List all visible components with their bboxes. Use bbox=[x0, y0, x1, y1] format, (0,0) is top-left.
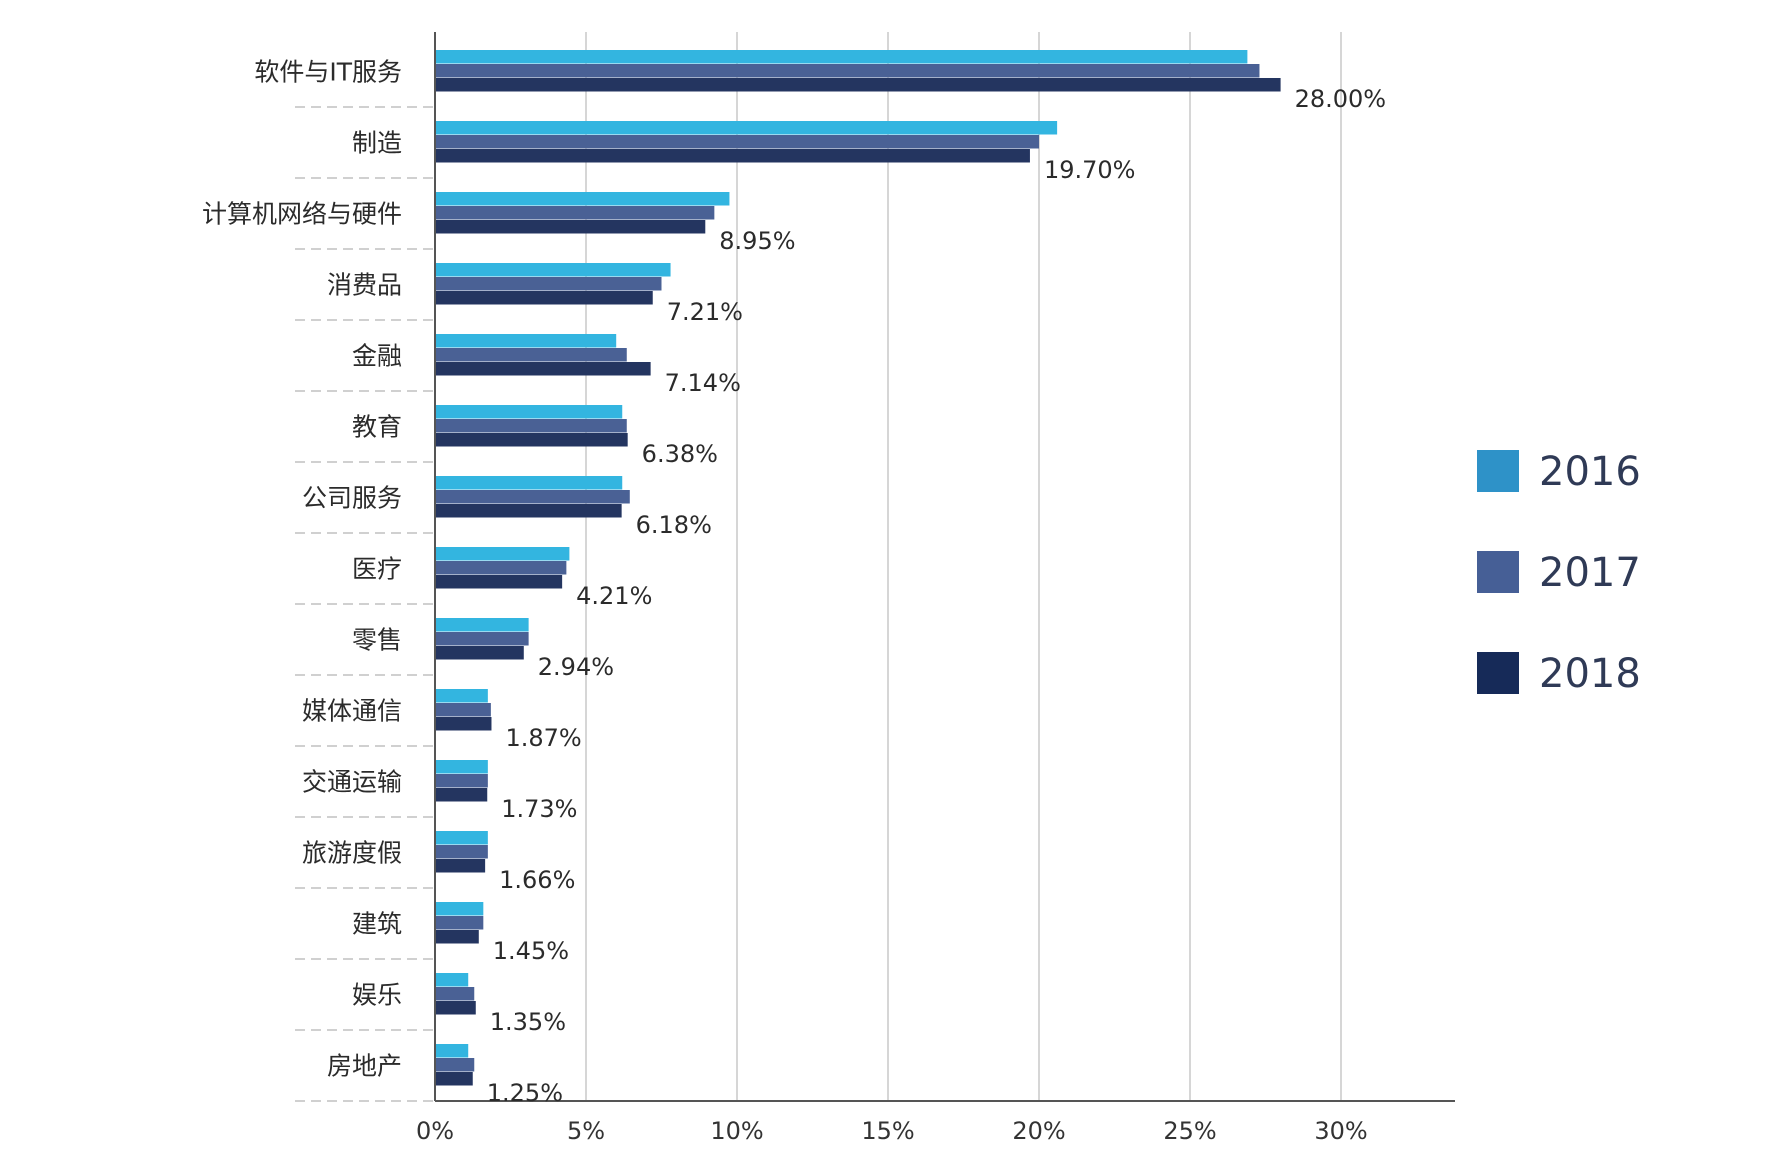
bar-2018 bbox=[435, 291, 653, 305]
bar-2016 bbox=[435, 476, 623, 490]
category-label: 零售 bbox=[352, 626, 402, 655]
data-label: 4.21% bbox=[576, 582, 652, 610]
data-label: 1.45% bbox=[493, 937, 569, 965]
x-tick-label: 30% bbox=[1314, 1117, 1367, 1145]
bar-2017 bbox=[435, 561, 567, 575]
data-label: 6.18% bbox=[636, 511, 712, 539]
bar-2016 bbox=[435, 902, 484, 916]
data-label: 1.87% bbox=[505, 724, 581, 752]
category-label: 软件与IT服务 bbox=[254, 58, 402, 87]
bar-2018 bbox=[435, 1072, 473, 1086]
bar-2017 bbox=[435, 490, 630, 504]
bar-2017 bbox=[435, 135, 1039, 149]
category-label: 娱乐 bbox=[352, 981, 402, 1010]
bar-2017 bbox=[435, 845, 488, 859]
bar-2017 bbox=[435, 277, 662, 291]
bar-2016 bbox=[435, 618, 529, 632]
data-label: 8.95% bbox=[719, 227, 795, 255]
bar-2018 bbox=[435, 717, 492, 731]
data-label: 6.38% bbox=[642, 440, 718, 468]
bar-2018 bbox=[435, 433, 628, 447]
data-label: 1.35% bbox=[490, 1008, 566, 1036]
bar-2018 bbox=[435, 788, 488, 802]
bar-2016 bbox=[435, 263, 671, 277]
data-label: 2.94% bbox=[538, 653, 614, 681]
bar-2017 bbox=[435, 206, 715, 220]
legend-swatch-2016 bbox=[1477, 450, 1519, 492]
x-tick-label: 20% bbox=[1012, 1117, 1065, 1145]
bar-2017 bbox=[435, 703, 491, 717]
bar-2016 bbox=[435, 405, 623, 419]
x-tick-label: 10% bbox=[710, 1117, 763, 1145]
bar-2016 bbox=[435, 689, 488, 703]
legend-label: 2017 bbox=[1539, 550, 1641, 596]
bar-2016 bbox=[435, 334, 617, 348]
bar-2018 bbox=[435, 575, 563, 589]
bar-2018 bbox=[435, 930, 479, 944]
category-label: 建筑 bbox=[352, 910, 402, 939]
bar-2016 bbox=[435, 121, 1058, 135]
legend: 2016 2017 2018 bbox=[1477, 449, 1641, 697]
data-label: 1.66% bbox=[499, 866, 575, 894]
data-label: 1.25% bbox=[487, 1079, 563, 1107]
x-tick-label: 25% bbox=[1163, 1117, 1216, 1145]
labels: 0% 5% 10% 15% 20% 25% 30% 软件与IT服务 28.00% 制造 19.70%… bbox=[202, 58, 1386, 1146]
bar-2017 bbox=[435, 1058, 475, 1072]
legend-label: 2018 bbox=[1539, 651, 1641, 697]
bar-2018 bbox=[435, 859, 486, 873]
category-label: 计算机网络与硬件 bbox=[202, 200, 402, 229]
bar-2017 bbox=[435, 774, 488, 788]
data-label: 19.70% bbox=[1044, 156, 1136, 184]
bars bbox=[435, 50, 1281, 1086]
data-label: 28.00% bbox=[1295, 85, 1387, 113]
data-label: 7.14% bbox=[665, 369, 741, 397]
x-tick-label: 15% bbox=[861, 1117, 914, 1145]
bar-2017 bbox=[435, 348, 627, 362]
bar-2018 bbox=[435, 362, 651, 376]
legend-swatch-2018 bbox=[1477, 652, 1519, 694]
legend-swatch-2017 bbox=[1477, 551, 1519, 593]
bar-2018 bbox=[435, 1001, 476, 1015]
bar-2017 bbox=[435, 64, 1260, 78]
bar-2016 bbox=[435, 192, 730, 206]
category-label: 房地产 bbox=[327, 1052, 402, 1081]
bar-2017 bbox=[435, 916, 484, 930]
bar-2017 bbox=[435, 987, 475, 1001]
axes bbox=[295, 32, 1455, 1102]
bar-2018 bbox=[435, 504, 622, 518]
category-label: 医疗 bbox=[352, 555, 402, 584]
category-label: 制造 bbox=[352, 129, 402, 158]
category-label: 消费品 bbox=[327, 271, 402, 300]
data-label: 1.73% bbox=[501, 795, 577, 823]
x-tick-label: 0% bbox=[416, 1117, 454, 1145]
category-label: 旅游度假 bbox=[302, 839, 402, 868]
legend-label: 2016 bbox=[1539, 449, 1641, 495]
category-label: 金融 bbox=[352, 342, 402, 371]
bar-2016 bbox=[435, 1044, 469, 1058]
data-label: 7.21% bbox=[667, 298, 743, 326]
x-tick-label: 5% bbox=[567, 1117, 605, 1145]
bar-2017 bbox=[435, 419, 627, 433]
category-label: 教育 bbox=[352, 413, 402, 442]
category-label: 公司服务 bbox=[302, 484, 402, 513]
bar-2017 bbox=[435, 632, 529, 646]
bar-2016 bbox=[435, 973, 469, 987]
grid-lines bbox=[585, 32, 1342, 1101]
bar-2018 bbox=[435, 646, 524, 660]
bar-2016 bbox=[435, 50, 1248, 64]
bar-2018 bbox=[435, 220, 706, 234]
bar-2016 bbox=[435, 831, 488, 845]
bar-2016 bbox=[435, 760, 488, 774]
bar-2018 bbox=[435, 78, 1281, 92]
bar-2018 bbox=[435, 149, 1030, 163]
category-label: 媒体通信 bbox=[302, 697, 402, 726]
category-label: 交通运输 bbox=[302, 768, 402, 797]
bar-2016 bbox=[435, 547, 570, 561]
